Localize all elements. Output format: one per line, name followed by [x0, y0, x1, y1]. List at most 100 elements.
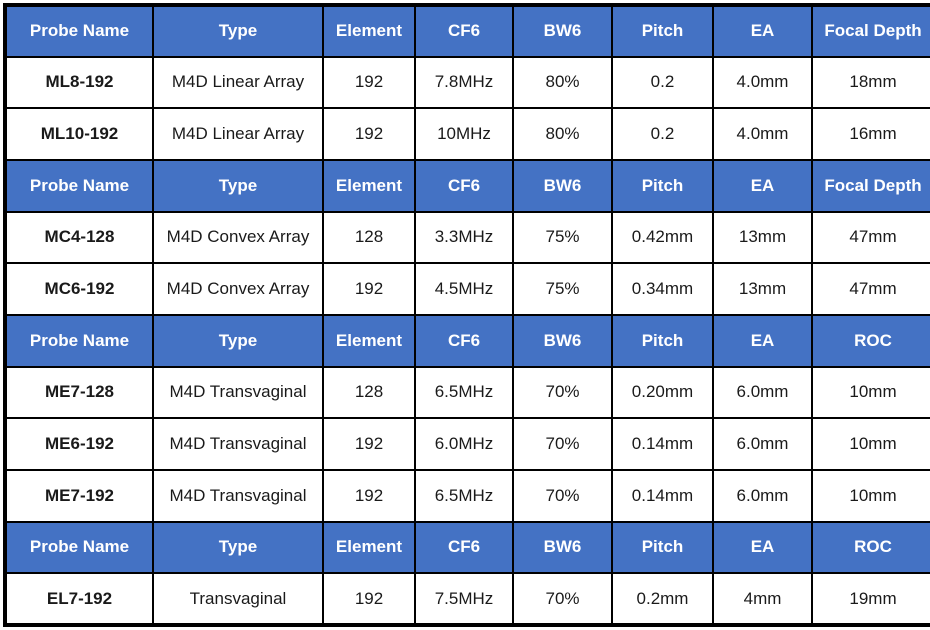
spec-cell: 70% — [512, 468, 613, 523]
column-header: Element — [322, 4, 416, 58]
table-row: ME6-192 M4D Transvaginal 192 6.0MHz 70% 0.14m… — [4, 417, 930, 471]
spec-cell: 0.2 — [611, 107, 714, 161]
spec-cell: 6.5MHz — [414, 365, 514, 420]
table-row: MC4-128 M4D Convex Array 128 3.3MHz 75% 0.42m… — [4, 210, 930, 265]
spec-cell: 6.0mm — [712, 365, 813, 420]
column-header: EA — [712, 4, 813, 58]
spec-cell: 75% — [512, 262, 613, 316]
spec-cell: 47mm — [811, 262, 930, 316]
spec-cell: 4.5MHz — [414, 262, 514, 316]
column-header: Probe Name — [4, 4, 154, 58]
column-header: Focal Depth — [811, 158, 930, 213]
probe-name-cell: ME7-192 — [4, 468, 154, 523]
spec-cell: 80% — [512, 107, 613, 161]
header-row: Probe Name Type Element CF6 BW6 Pitch EA ROC — [4, 520, 930, 575]
spec-cell: 192 — [322, 107, 416, 161]
spec-cell: 0.2mm — [611, 572, 714, 626]
probe-name-cell: ML8-192 — [4, 55, 154, 110]
probe-name-cell: EL7-192 — [4, 572, 154, 626]
spec-cell: 0.34mm — [611, 262, 714, 316]
column-header: BW6 — [512, 4, 613, 58]
header-row: Probe Name Type Element CF6 BW6 Pitch EA Focal … — [4, 4, 930, 58]
column-header: CF6 — [414, 158, 514, 213]
column-header: ROC — [811, 520, 930, 575]
probe-name-cell: MC6-192 — [4, 262, 154, 316]
spec-cell: 75% — [512, 210, 613, 265]
column-header: BW6 — [512, 313, 613, 368]
spec-cell: 47mm — [811, 210, 930, 265]
spec-cell: M4D Linear Array — [152, 107, 324, 161]
probe-name-cell: MC4-128 — [4, 210, 154, 265]
table-row: ML10-192 M4D Linear Array 192 10MHz 80% 0.2 4.… — [4, 107, 930, 161]
column-header: Element — [322, 520, 416, 575]
spec-cell: 13mm — [712, 262, 813, 316]
column-header: Probe Name — [4, 158, 154, 213]
probe-spec-table-body: Probe Name Type Element CF6 BW6 Pitch EA Focal … — [4, 4, 930, 626]
table-row: ME7-192 M4D Transvaginal 192 6.5MHz 70% 0.14m… — [4, 468, 930, 523]
spec-cell: 4.0mm — [712, 107, 813, 161]
spec-cell: 192 — [322, 468, 416, 523]
spec-cell: 13mm — [712, 210, 813, 265]
spec-cell: M4D Convex Array — [152, 262, 324, 316]
spec-cell: 70% — [512, 572, 613, 626]
table-row: MC6-192 M4D Convex Array 192 4.5MHz 75% 0.34m… — [4, 262, 930, 316]
spec-cell: 6.0MHz — [414, 417, 514, 471]
spec-cell: M4D Transvaginal — [152, 468, 324, 523]
spec-cell: 3.3MHz — [414, 210, 514, 265]
spec-cell: 192 — [322, 417, 416, 471]
column-header: Probe Name — [4, 313, 154, 368]
spec-cell: 19mm — [811, 572, 930, 626]
spec-cell: 0.2 — [611, 55, 714, 110]
column-header: EA — [712, 520, 813, 575]
probe-spec-table: Probe Name Type Element CF6 BW6 Pitch EA Focal … — [3, 3, 930, 627]
spec-cell: 16mm — [811, 107, 930, 161]
column-header: Pitch — [611, 4, 714, 58]
spec-cell: 6.0mm — [712, 468, 813, 523]
probe-name-cell: ME7-128 — [4, 365, 154, 420]
spec-cell: 0.42mm — [611, 210, 714, 265]
spec-cell: 70% — [512, 365, 613, 420]
table-row: ME7-128 M4D Transvaginal 128 6.5MHz 70% 0.20m… — [4, 365, 930, 420]
spec-cell: M4D Transvaginal — [152, 417, 324, 471]
column-header: ROC — [811, 313, 930, 368]
header-row: Probe Name Type Element CF6 BW6 Pitch EA ROC — [4, 313, 930, 368]
table-row: EL7-192 Transvaginal 192 7.5MHz 70% 0.2mm 4mm 1… — [4, 572, 930, 626]
column-header: Focal Depth — [811, 4, 930, 58]
column-header: Pitch — [611, 158, 714, 213]
spec-cell: M4D Transvaginal — [152, 365, 324, 420]
column-header: Type — [152, 520, 324, 575]
column-header: BW6 — [512, 158, 613, 213]
spec-cell: 128 — [322, 365, 416, 420]
spec-cell: 70% — [512, 417, 613, 471]
spec-cell: 0.20mm — [611, 365, 714, 420]
spec-cell: 10mm — [811, 365, 930, 420]
column-header: EA — [712, 313, 813, 368]
spec-cell: 0.14mm — [611, 468, 714, 523]
spec-cell: Transvaginal — [152, 572, 324, 626]
spec-cell: 4mm — [712, 572, 813, 626]
spec-cell: 192 — [322, 262, 416, 316]
column-header: CF6 — [414, 520, 514, 575]
spec-cell: M4D Convex Array — [152, 210, 324, 265]
table-row: ML8-192 M4D Linear Array 192 7.8MHz 80% 0.2 4.… — [4, 55, 930, 110]
column-header: CF6 — [414, 4, 514, 58]
column-header: EA — [712, 158, 813, 213]
column-header: Pitch — [611, 520, 714, 575]
spec-cell: 7.8MHz — [414, 55, 514, 110]
spec-cell: 192 — [322, 572, 416, 626]
spec-cell: 10MHz — [414, 107, 514, 161]
column-header: CF6 — [414, 313, 514, 368]
column-header: Type — [152, 158, 324, 213]
spec-cell: 4.0mm — [712, 55, 813, 110]
spec-cell: 10mm — [811, 468, 930, 523]
column-header: Element — [322, 158, 416, 213]
header-row: Probe Name Type Element CF6 BW6 Pitch EA Focal … — [4, 158, 930, 213]
spec-cell: 192 — [322, 55, 416, 110]
spec-cell: 10mm — [811, 417, 930, 471]
column-header: Probe Name — [4, 520, 154, 575]
spec-cell: 6.5MHz — [414, 468, 514, 523]
spec-cell: 80% — [512, 55, 613, 110]
probe-name-cell: ML10-192 — [4, 107, 154, 161]
spec-cell: 7.5MHz — [414, 572, 514, 626]
column-header: Element — [322, 313, 416, 368]
